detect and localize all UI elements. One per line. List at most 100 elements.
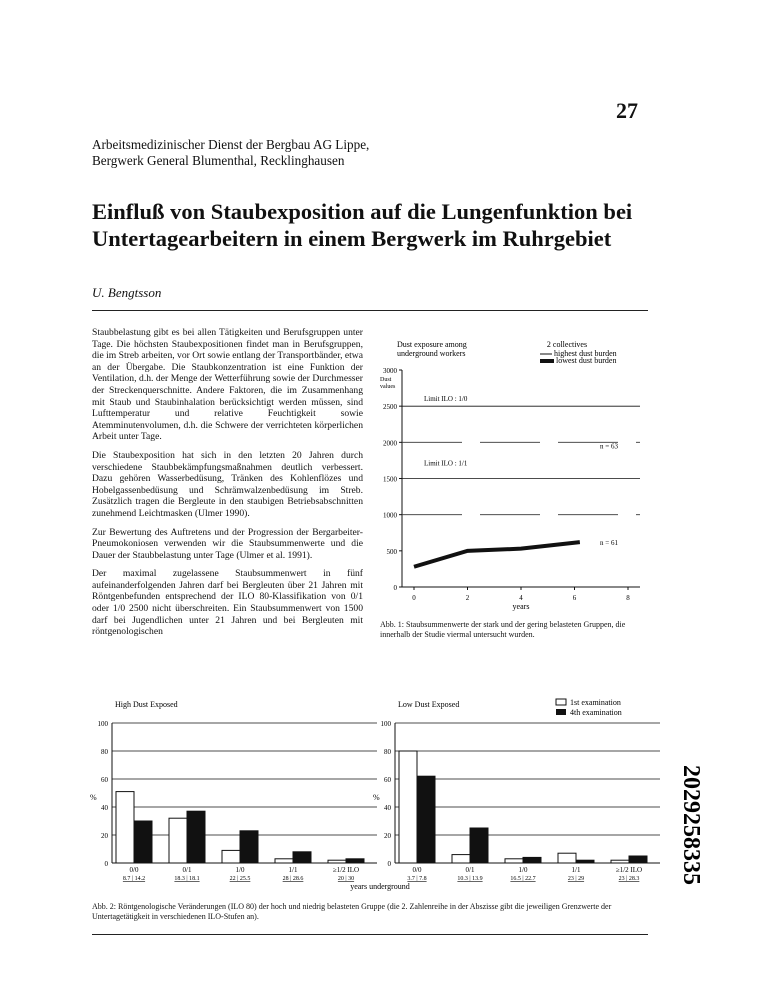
subcategory-label: 23 | 28.3 bbox=[619, 876, 640, 882]
subcategory-label: 16.5 | 22.7 bbox=[510, 876, 535, 882]
subcategory-label: 22 | 25.5 bbox=[230, 876, 251, 882]
y-tick-label: 20 bbox=[384, 832, 392, 840]
bar-1st-examination bbox=[398, 750, 418, 864]
paragraph: Zur Bewertung des Auftretens und der Pro… bbox=[92, 526, 363, 561]
y-tick-label: 2000 bbox=[383, 439, 398, 447]
x-tick-label: 6 bbox=[573, 594, 577, 602]
y-tick-label: 100 bbox=[98, 720, 109, 728]
y-tick-label: 100 bbox=[381, 720, 392, 728]
bar-4th-examination bbox=[416, 775, 436, 864]
figure2-chart: High Dust Exposed Low Dust Exposed 1st e… bbox=[90, 698, 660, 891]
page-number: 27 bbox=[616, 98, 638, 123]
bar-4th-examination bbox=[239, 830, 259, 864]
y-axis-label: % bbox=[373, 793, 380, 802]
side-code-text: 2029258335 bbox=[678, 765, 704, 885]
limit-line-label: Limit ILO : 1/1 bbox=[424, 460, 468, 468]
bar-1st-examination bbox=[327, 859, 347, 864]
subcategory-label: 8.7 | 14.2 bbox=[123, 876, 145, 882]
x-tick-label: 0 bbox=[412, 594, 416, 602]
chart-title: Low Dust Exposed bbox=[398, 700, 459, 709]
chart-title: High Dust Exposed bbox=[115, 700, 178, 709]
y-tick-label: 0 bbox=[105, 860, 109, 868]
subcategory-label: 3.7 | 7.8 bbox=[407, 876, 426, 882]
y-tick-label: 40 bbox=[101, 804, 109, 812]
header-rule bbox=[92, 310, 648, 311]
legend-entry: 1st examination bbox=[570, 698, 621, 707]
body-text: Staubbelastung gibt es bei allen Tätigke… bbox=[92, 327, 363, 645]
category-label: ≥1/2 ILO bbox=[616, 866, 642, 874]
y-tick-label: 40 bbox=[384, 804, 392, 812]
series-n-label: n = 61 bbox=[600, 539, 618, 547]
chart-title-part: underground workers bbox=[397, 349, 466, 358]
y-tick-label: 500 bbox=[387, 548, 398, 556]
bar-1st-examination bbox=[221, 849, 241, 864]
x-axis-label: years bbox=[513, 602, 530, 611]
y-tick-label: 1000 bbox=[383, 512, 398, 520]
bar-4th-examination bbox=[133, 820, 153, 864]
bar-1st-examination bbox=[168, 817, 188, 864]
side-code: 2029258335 bbox=[678, 765, 704, 885]
category-label: 1/0 bbox=[236, 866, 245, 874]
bar-4th-examination bbox=[345, 858, 365, 864]
chart-title-line: Dust exposure among underground workers bbox=[397, 340, 467, 358]
category-label: 0/1 bbox=[183, 866, 192, 874]
legend-title: 2 collectives bbox=[547, 340, 587, 349]
subcategory-label: 18.3 | 18.1 bbox=[174, 876, 199, 882]
y-tick-label: 60 bbox=[101, 776, 109, 784]
legend-swatch-white bbox=[555, 698, 567, 706]
y-tick-label: 20 bbox=[101, 832, 109, 840]
category-label: 1/1 bbox=[289, 866, 298, 874]
paragraph: Staubbelastung gibt es bei allen Tätigke… bbox=[92, 327, 363, 443]
chart-title-part: Dust exposure among bbox=[397, 340, 467, 349]
institution-line: Arbeitsmedizinischer Dienst der Bergbau … bbox=[92, 137, 370, 152]
y-tick-label: 0 bbox=[388, 860, 392, 868]
legend-swatch-thick bbox=[540, 359, 554, 363]
footer-rule bbox=[92, 934, 648, 935]
figure2-left-plot: 0 20 40 60 80 100% 0/0 8.7 | 14.2 0/1 18.3 | 18.1… bbox=[90, 720, 377, 882]
bar-4th-examination bbox=[292, 851, 312, 864]
legend-swatch-black bbox=[556, 709, 566, 715]
bar-4th-examination bbox=[628, 855, 648, 864]
bar-1st-examination bbox=[274, 858, 294, 864]
x-tick-label: 4 bbox=[519, 594, 523, 602]
y-tick-label: 0 bbox=[394, 584, 398, 592]
institution: Arbeitsmedizinischer Dienst der Bergbau … bbox=[92, 137, 369, 169]
bar-1st-examination bbox=[451, 854, 471, 864]
x-tick-label: 8 bbox=[626, 594, 630, 602]
subcategory-label: 20 | 30 bbox=[338, 876, 354, 882]
bar-1st-examination bbox=[557, 852, 577, 864]
category-label: 1/1 bbox=[572, 866, 581, 874]
bar-4th-examination bbox=[469, 827, 489, 864]
bar-4th-examination bbox=[575, 859, 595, 864]
subcategory-label: 10.3 | 13.9 bbox=[457, 876, 482, 882]
legend-entry: highest dust burden bbox=[554, 349, 617, 358]
series-n-label: n = 63 bbox=[600, 442, 618, 450]
limit-line-label: Limit ILO : 1/0 bbox=[424, 395, 468, 403]
series-line-lowest bbox=[413, 540, 581, 569]
paragraph: Die Staubexposition hat sich in den letz… bbox=[92, 449, 363, 519]
subcategory-label: 23 | 29 bbox=[568, 876, 584, 882]
figure1-chart: Dust exposure among underground workers 2… bbox=[380, 340, 640, 611]
legend-entry: lowest dust burden bbox=[556, 356, 616, 365]
y-tick-label: 3000 bbox=[383, 367, 398, 375]
category-label: 0/0 bbox=[130, 866, 139, 874]
y-tick-label: 1500 bbox=[383, 476, 398, 484]
x-axis-label: years underground bbox=[350, 882, 410, 891]
category-label: 1/0 bbox=[519, 866, 528, 874]
title-line: Untertagearbeitern in einem Bergwerk im … bbox=[92, 226, 612, 251]
category-label: 0/1 bbox=[466, 866, 475, 874]
y-axis-label: % bbox=[90, 793, 97, 802]
y-axis-label: Dust bbox=[380, 377, 392, 383]
y-axis-label: values bbox=[380, 384, 396, 390]
legend-entry: 4th examination bbox=[570, 708, 622, 717]
subcategory-label: 28 | 28.6 bbox=[283, 876, 304, 882]
bar-1st-examination bbox=[115, 791, 135, 864]
bar-4th-examination bbox=[186, 810, 206, 864]
y-tick-label: 80 bbox=[384, 748, 392, 756]
x-tick-label: 2 bbox=[466, 594, 470, 602]
y-tick-label: 80 bbox=[101, 748, 109, 756]
title-line: Einfluß von Staubexposition auf die Lung… bbox=[92, 199, 633, 224]
bar-4th-examination bbox=[522, 856, 542, 864]
y-tick-label: 2500 bbox=[383, 403, 398, 411]
